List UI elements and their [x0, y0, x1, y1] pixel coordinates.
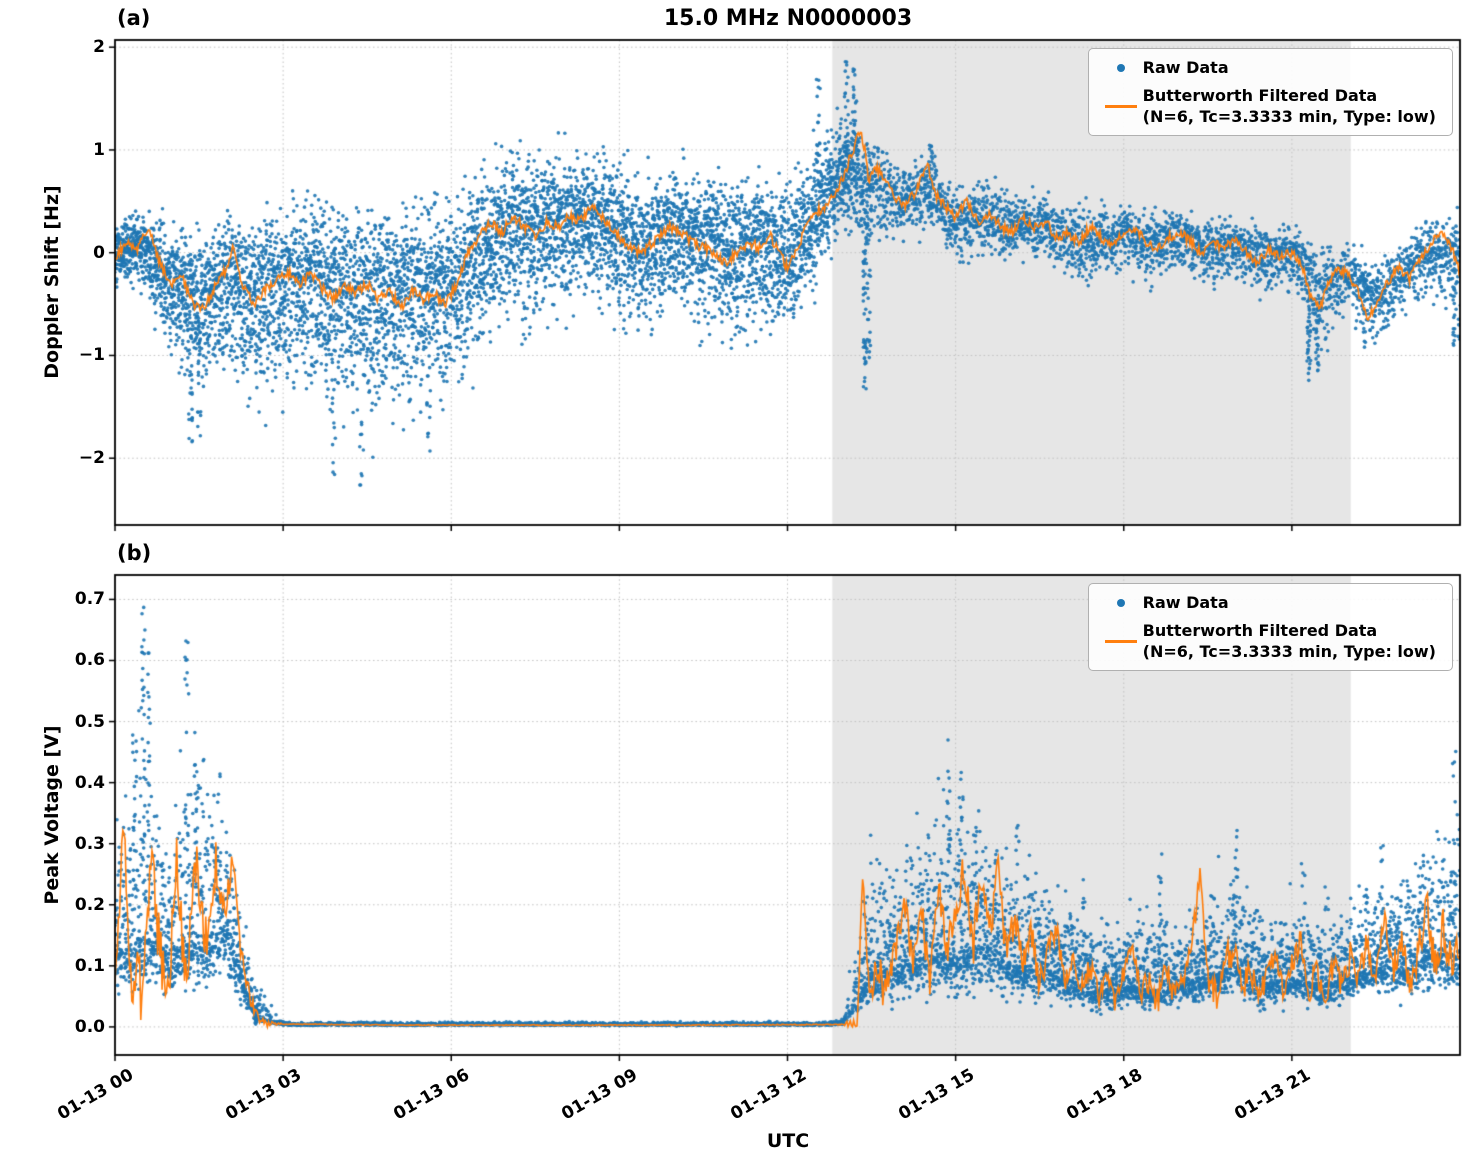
raw-dot-swatch — [1116, 63, 1125, 72]
legend-raw-data-label: Raw Data — [1142, 58, 1229, 77]
x-axis-label: UTC — [766, 1130, 810, 1152]
y-tick-label: 2 — [93, 37, 105, 58]
y-tick-label: 0.3 — [74, 833, 105, 854]
raw-data-dot-icon — [1099, 63, 1143, 72]
filtered-line-icon — [1099, 104, 1143, 108]
y-tick-label: 0.6 — [74, 650, 105, 671]
figure-title: 15.0 MHz N0000003 — [663, 6, 913, 31]
y-tick-label: 1 — [93, 139, 105, 160]
legend-filtered-data-label: Butterworth Filtered Data (N=6, Tc=3.333… — [1143, 620, 1436, 662]
filtered-line-swatch — [1104, 104, 1137, 108]
y-tick-label: 0.0 — [74, 1016, 105, 1037]
y-axis-label-voltage: Peak Voltage [V] — [41, 725, 63, 905]
legend-raw-data-label: Raw Data — [1142, 593, 1229, 612]
y-tick-label: 0.5 — [74, 711, 105, 732]
legend-filtered-line1: Butterworth Filtered Data — [1142, 621, 1378, 640]
panel-a-label: (a) — [117, 6, 151, 30]
y-tick-label: 0.7 — [74, 589, 105, 610]
raw-data-dot-icon — [1099, 598, 1143, 607]
y-tick-label: −1 — [78, 345, 105, 366]
y-tick-label: 0 — [93, 242, 105, 263]
legend-filtered-line2: (N=6, Tc=3.3333 min, Type: low) — [1142, 107, 1436, 126]
y-tick-label: −2 — [78, 448, 105, 469]
raw-dot-swatch — [1116, 598, 1125, 607]
legend-filtered-data-label: Butterworth Filtered Data (N=6, Tc=3.333… — [1143, 85, 1436, 127]
filtered-line-icon — [1099, 639, 1143, 643]
legend-panel-a: Raw Data Butterworth Filtered Data (N=6,… — [1087, 48, 1453, 136]
y-tick-label: 0.1 — [74, 955, 105, 976]
y-tick-label: 0.4 — [74, 772, 105, 793]
y-tick-label: 0.2 — [74, 894, 105, 915]
panel-b-label: (b) — [117, 541, 152, 565]
legend-filtered-line2: (N=6, Tc=3.3333 min, Type: low) — [1142, 642, 1436, 661]
legend-panel-b: Raw Data Butterworth Filtered Data (N=6,… — [1087, 583, 1453, 671]
filtered-line-swatch — [1104, 639, 1137, 643]
legend-filtered-line1: Butterworth Filtered Data — [1142, 86, 1378, 105]
